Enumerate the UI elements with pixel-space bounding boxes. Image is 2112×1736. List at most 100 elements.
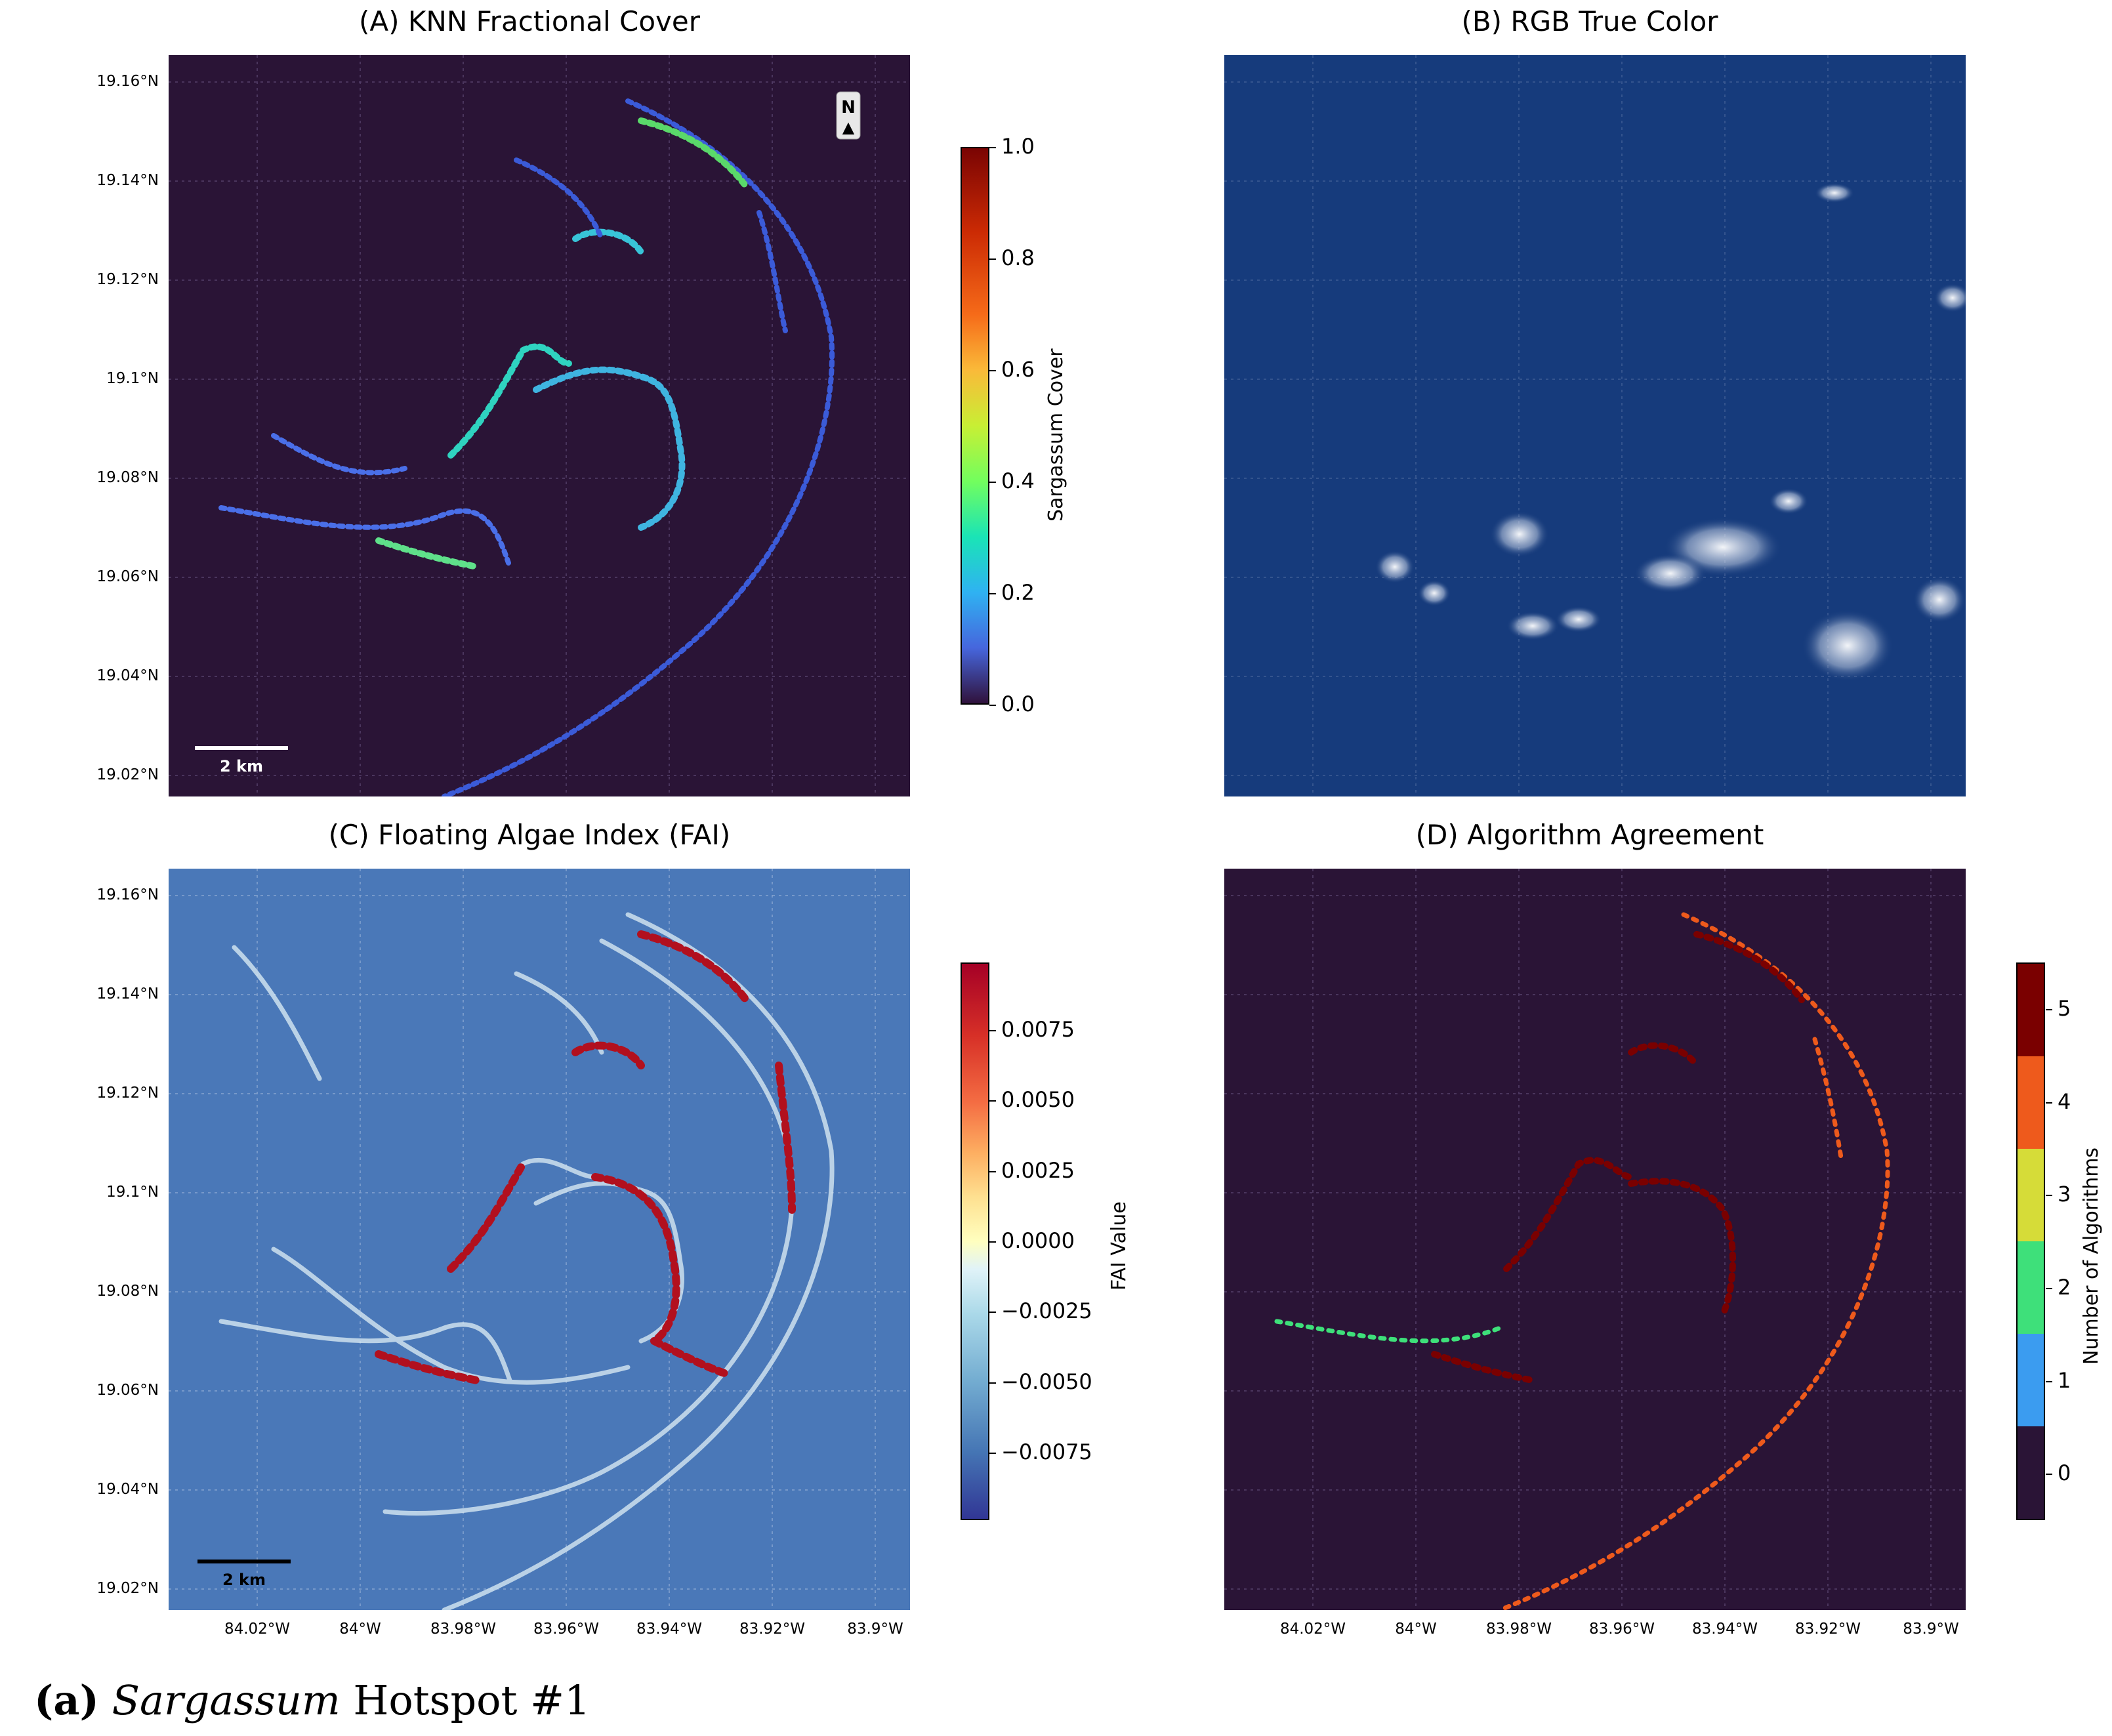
colorbar-tick-label: 1.0 <box>1001 134 1035 159</box>
panel-title-c: (C) Floating Algae Index (FAI) <box>328 819 731 851</box>
x-tick-label: 84°W <box>1395 1621 1437 1638</box>
x-tick-label: 83.96°W <box>533 1621 600 1638</box>
y-tick-label: 19.08°N <box>96 469 159 486</box>
colorbar-tick-label: −0.0050 <box>1001 1369 1092 1394</box>
colorbar-tick-label: 1 <box>2058 1367 2071 1393</box>
knn-right-arm <box>756 210 788 333</box>
panel-c-fai-map: 2 km <box>169 869 910 1610</box>
x-tick-label: 83.9°W <box>847 1621 903 1638</box>
colorbar-tick-mark <box>2046 1195 2052 1197</box>
colorbar-tick-label: 2 <box>2058 1274 2071 1300</box>
colorbar-tick-mark <box>2046 1380 2052 1382</box>
colorbar-tick-label: 0.0 <box>1001 692 1035 716</box>
colorbar-tick-label: 4 <box>2058 1088 2071 1114</box>
x-tick-label: 83.96°W <box>1588 1621 1655 1638</box>
y-tick-label: 19.06°N <box>96 1382 159 1399</box>
colorbar-tick-mark <box>989 482 996 483</box>
colorbar-tick-mark <box>2046 1287 2052 1289</box>
colorbar-tick-mark <box>989 593 996 594</box>
x-tick-label: 84.02°W <box>224 1621 291 1638</box>
panel-d-svg <box>1224 869 1966 1610</box>
colorbar-tick-mark <box>989 258 996 260</box>
y-tick-label: 19.12°N <box>96 271 159 288</box>
panel-a-svg: 2 km N ▲ <box>169 55 910 796</box>
knn-loop-left <box>447 343 572 459</box>
x-tick-label: 83.92°W <box>739 1621 806 1638</box>
knn-loop-right <box>533 366 686 531</box>
colorbar-step <box>2018 1426 2044 1519</box>
x-tick-label: 84.02°W <box>1279 1621 1346 1638</box>
colorbar-fai <box>961 962 989 1520</box>
fai-high-values <box>375 930 796 1384</box>
scale-bar-a-label: 2 km <box>220 757 263 775</box>
y-tick-label: 19.16°N <box>96 886 159 903</box>
y-tick-label: 19.04°N <box>96 667 159 684</box>
colorbar-tick-mark <box>989 1030 996 1032</box>
colorbar-tick-mark <box>989 147 996 148</box>
colorbar-tick-label: 0.0025 <box>1001 1157 1075 1183</box>
panel-title-b: (B) RGB True Color <box>1461 5 1718 37</box>
y-tick-label: 19.02°N <box>96 1580 159 1597</box>
caption-letter: (a) <box>34 1676 99 1724</box>
colorbar-tick-label: 0.4 <box>1001 468 1035 493</box>
x-tick-label: 84°W <box>339 1621 381 1638</box>
panel-a-knn-map: 2 km N ▲ <box>169 55 910 796</box>
colorbar-agreement <box>2016 962 2045 1520</box>
knn-lower-patch <box>375 537 480 570</box>
fai-filaments <box>218 912 835 1610</box>
colorbar-step <box>2018 1333 2044 1426</box>
panel-title-d: (D) Algorithm Agreement <box>1415 819 1764 851</box>
x-tick-label: 83.98°W <box>1485 1621 1552 1638</box>
colorbar-fai-label: FAI Value <box>1108 1201 1130 1291</box>
colorbar-tick-mark <box>989 1452 996 1454</box>
colorbar-tick-label: 0.0075 <box>1001 1017 1075 1043</box>
panel-title-a: (A) KNN Fractional Cover <box>359 5 700 37</box>
colorbar-tick-label: 3 <box>2058 1182 2071 1207</box>
y-tick-label: 19.1°N <box>106 370 159 387</box>
y-tick-label: 19.02°N <box>96 766 159 783</box>
colorbar-tick-mark <box>2046 1474 2052 1476</box>
colorbar-tick-mark <box>989 1241 996 1243</box>
colorbar-tick-mark <box>989 705 996 706</box>
panel-b-rgb-image <box>1224 55 1966 796</box>
scale-bar-c-label: 2 km <box>222 1571 266 1589</box>
panel-d-agreement-map <box>1224 869 1966 1610</box>
colorbar-tick-mark <box>2046 1102 2052 1104</box>
y-tick-label: 19.14°N <box>96 172 159 189</box>
knn-upper-arm <box>514 157 604 241</box>
colorbar-agreement-label: Number of Algorithms <box>2080 1147 2103 1365</box>
y-tick-label: 19.04°N <box>96 1481 159 1498</box>
colorbar-tick-label: 5 <box>2058 995 2071 1021</box>
north-arrow-letter: N <box>841 98 856 117</box>
colorbar-tick-label: −0.0075 <box>1001 1439 1092 1464</box>
colorbar-step <box>2018 1148 2044 1241</box>
y-tick-label: 19.1°N <box>106 1184 159 1201</box>
colorbar-knn-label: Sargassum Cover <box>1045 348 1067 522</box>
knn-mid-patch <box>572 228 644 255</box>
colorbar-tick-label: 0.8 <box>1001 245 1035 270</box>
colorbar-tick-mark <box>989 1382 996 1384</box>
colorbar-knn <box>961 147 989 705</box>
x-tick-label: 83.94°W <box>636 1621 703 1638</box>
colorbar-tick-mark <box>989 1312 996 1313</box>
x-tick-label: 83.94°W <box>1691 1621 1758 1638</box>
y-tick-label: 19.06°N <box>96 568 159 585</box>
panel-c-svg: 2 km <box>169 869 910 1610</box>
knn-lower-left <box>218 505 512 569</box>
colorbar-tick-label: 0 <box>2058 1460 2071 1486</box>
colorbar-tick-mark <box>989 370 996 371</box>
colorbar-tick-mark <box>989 1170 996 1172</box>
x-tick-label: 83.98°W <box>430 1621 497 1638</box>
y-tick-label: 19.12°N <box>96 1085 159 1102</box>
knn-outer-arc <box>442 98 835 796</box>
colorbar-tick-label: 0.0050 <box>1001 1087 1075 1113</box>
colorbar-tick-mark <box>989 1100 996 1102</box>
colorbar-step <box>2018 964 2044 1056</box>
colorbar-step <box>2018 1241 2044 1334</box>
y-tick-label: 19.16°N <box>96 73 159 90</box>
colorbar-tick-label: −0.0025 <box>1001 1298 1092 1324</box>
colorbar-tick-label: 0.6 <box>1001 357 1035 382</box>
y-tick-label: 19.14°N <box>96 985 159 1002</box>
y-tick-label: 19.08°N <box>96 1283 159 1300</box>
knn-left-arm <box>271 433 407 476</box>
